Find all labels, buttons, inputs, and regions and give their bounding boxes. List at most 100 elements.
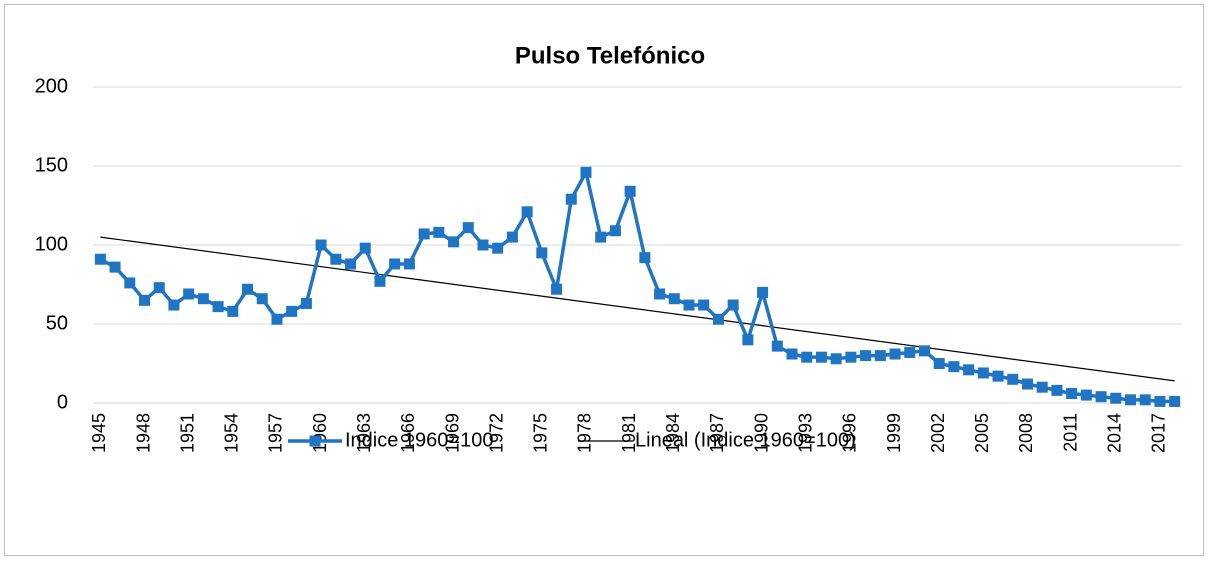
- marker: [403, 258, 415, 270]
- x-tick-label: 2011: [1060, 413, 1080, 452]
- marker: [330, 253, 342, 265]
- marker: [521, 206, 533, 218]
- marker: [1169, 395, 1181, 407]
- x-tick-label: 1963: [354, 413, 374, 453]
- marker: [683, 299, 695, 311]
- marker: [109, 261, 121, 273]
- marker: [1154, 395, 1166, 407]
- x-tick-label: 1975: [531, 413, 551, 453]
- x-tick-label: 1951: [177, 413, 197, 453]
- marker: [654, 288, 666, 300]
- x-tick-label: 2017: [1149, 413, 1169, 453]
- marker: [183, 288, 195, 300]
- marker: [1080, 389, 1092, 401]
- marker: [1110, 392, 1122, 404]
- x-tick-label: 2002: [928, 413, 948, 453]
- x-tick-label: 1969: [442, 413, 462, 453]
- marker: [801, 351, 813, 363]
- marker: [609, 225, 621, 237]
- legend-marker: [309, 435, 321, 447]
- marker: [242, 283, 254, 295]
- chart-title: Pulso Telefónico: [515, 42, 705, 69]
- x-tick-label: 2014: [1105, 413, 1125, 453]
- marker: [786, 348, 798, 360]
- marker: [860, 350, 872, 362]
- marker: [624, 185, 636, 197]
- marker: [477, 239, 489, 251]
- marker: [698, 299, 710, 311]
- marker: [374, 275, 386, 287]
- marker: [1021, 378, 1033, 390]
- x-tick-label: 1960: [310, 413, 330, 453]
- marker: [551, 283, 563, 295]
- x-tick-label: 2008: [1016, 413, 1036, 453]
- marker: [668, 293, 680, 305]
- marker: [1139, 394, 1151, 406]
- marker: [124, 277, 136, 289]
- marker: [830, 353, 842, 365]
- marker: [595, 231, 607, 243]
- y-tick-label: 150: [35, 154, 68, 176]
- marker: [139, 294, 151, 306]
- y-tick-label: 200: [35, 75, 68, 97]
- marker: [757, 286, 769, 298]
- marker: [815, 351, 827, 363]
- y-tick-label: 50: [46, 312, 68, 334]
- marker: [948, 361, 960, 373]
- marker: [433, 226, 445, 238]
- marker: [889, 348, 901, 360]
- marker: [256, 293, 268, 305]
- x-tick-label: 1990: [751, 413, 771, 453]
- marker: [727, 299, 739, 311]
- marker: [742, 334, 754, 346]
- marker: [1066, 388, 1078, 400]
- x-tick-label: 1987: [707, 413, 727, 453]
- marker: [271, 313, 283, 325]
- marker: [1124, 394, 1136, 406]
- marker: [506, 231, 518, 243]
- marker: [168, 299, 180, 311]
- chart-border: [4, 4, 1204, 556]
- x-tick-label: 1945: [89, 413, 109, 453]
- marker: [153, 282, 165, 294]
- marker: [639, 252, 651, 264]
- x-tick-label: 1957: [266, 413, 286, 453]
- marker: [1095, 391, 1107, 403]
- marker: [933, 358, 945, 369]
- marker: [992, 370, 1004, 382]
- marker: [227, 305, 239, 317]
- y-tick-label: 100: [35, 233, 68, 255]
- marker: [492, 242, 504, 254]
- x-tick-label: 1972: [486, 413, 506, 453]
- marker: [963, 364, 975, 376]
- marker: [977, 367, 989, 379]
- marker: [1007, 373, 1019, 385]
- marker: [300, 297, 312, 309]
- y-tick-label: 0: [57, 391, 68, 413]
- x-tick-label: 2005: [972, 413, 992, 453]
- x-tick-label: 1981: [619, 413, 639, 453]
- marker: [448, 236, 460, 248]
- x-tick-label: 1978: [575, 413, 595, 453]
- marker: [1051, 384, 1063, 396]
- x-tick-label: 1999: [884, 413, 904, 453]
- legend-label: Lineal (Indice 1960=100): [635, 429, 856, 451]
- x-tick-label: 1948: [133, 413, 153, 453]
- marker: [462, 222, 474, 234]
- x-tick-label: 1966: [398, 413, 418, 453]
- marker: [94, 253, 106, 265]
- marker: [418, 228, 430, 240]
- marker: [536, 247, 548, 259]
- marker: [771, 340, 783, 352]
- marker: [845, 351, 857, 363]
- marker: [197, 293, 209, 305]
- x-tick-label: 1996: [840, 413, 860, 453]
- legend-label: Indice 1960=100: [345, 429, 493, 451]
- x-tick-label: 1954: [222, 413, 242, 453]
- x-tick-label: 1993: [795, 413, 815, 453]
- marker: [345, 258, 357, 270]
- trendline: [100, 236, 1175, 382]
- marker: [565, 193, 577, 205]
- marker: [212, 301, 224, 313]
